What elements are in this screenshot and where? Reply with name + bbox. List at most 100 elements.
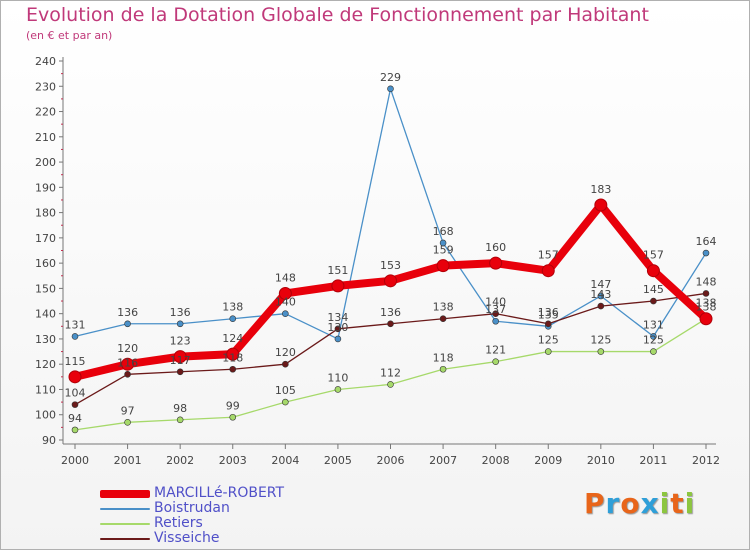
data-label: 98	[173, 402, 187, 415]
data-point	[597, 292, 605, 300]
data-point	[334, 386, 342, 393]
data-label: 104	[65, 387, 86, 400]
data-point	[702, 249, 710, 257]
data-label: 138	[696, 297, 717, 310]
data-point	[387, 320, 394, 328]
data-label: 145	[643, 283, 664, 296]
data-label: 131	[65, 318, 86, 331]
data-point	[176, 368, 184, 376]
chart-title: Evolution de la Dotation Globale de Fonc…	[26, 4, 649, 26]
data-label: 148	[696, 275, 717, 288]
data-point	[229, 413, 237, 421]
y-tick-label: 210	[35, 131, 56, 144]
data-point	[650, 297, 657, 305]
data-label: 151	[327, 264, 348, 277]
data-label: 140	[275, 296, 296, 309]
legend-swatch	[100, 538, 150, 540]
x-tick-label: 2001	[114, 454, 142, 467]
data-label: 112	[380, 366, 401, 379]
data-point	[650, 348, 657, 355]
x-tick-label: 2011	[639, 454, 667, 467]
data-label: 143	[590, 288, 611, 301]
y-tick-label: 160	[35, 257, 56, 270]
data-point	[699, 312, 713, 326]
series-marcill-robert	[68, 198, 713, 384]
logo-letter: r	[605, 487, 621, 520]
data-label: 135	[538, 308, 559, 321]
y-tick-label: 170	[35, 232, 56, 245]
data-label: 136	[380, 306, 401, 319]
x-tick-label: 2008	[482, 454, 510, 467]
data-label: 157	[538, 249, 559, 262]
data-point	[173, 350, 187, 364]
y-tick-label: 110	[35, 383, 56, 396]
data-point	[594, 198, 608, 212]
data-point	[124, 320, 131, 328]
x-tick-label: 2004	[271, 454, 299, 467]
data-label: 120	[117, 342, 138, 355]
data-label: 99	[226, 399, 240, 412]
data-point	[282, 398, 289, 406]
x-tick-label: 2012	[692, 454, 720, 467]
data-point	[650, 333, 657, 340]
data-point	[68, 370, 82, 384]
data-label: 124	[222, 332, 243, 345]
data-point	[384, 274, 397, 288]
data-point	[387, 381, 394, 388]
y-tick-label: 180	[35, 207, 56, 220]
data-label: 131	[643, 318, 664, 331]
data-label: 121	[485, 344, 506, 357]
data-label: 136	[170, 306, 191, 319]
data-point	[229, 365, 237, 373]
y-tick-label: 90	[42, 434, 56, 447]
data-point	[597, 302, 605, 310]
y-tick-label: 230	[35, 80, 56, 93]
legend-swatch	[100, 490, 150, 498]
data-label: 148	[275, 271, 296, 284]
data-point	[436, 259, 450, 273]
y-tick-label: 240	[35, 55, 56, 68]
data-point	[121, 357, 135, 371]
y-tick-label: 130	[35, 333, 56, 346]
data-label: 138	[696, 301, 717, 314]
data-point	[387, 85, 394, 93]
x-tick-label: 2010	[587, 454, 615, 467]
data-point	[492, 317, 499, 325]
data-label: 138	[222, 301, 243, 314]
logo-letter: i	[659, 487, 671, 520]
data-label: 134	[327, 311, 348, 324]
data-label: 183	[590, 183, 611, 196]
data-point	[71, 333, 79, 340]
data-point	[492, 310, 499, 317]
data-label: 116	[117, 356, 138, 369]
logo-letter: P	[584, 487, 606, 520]
series-layer	[68, 85, 713, 434]
data-point	[541, 264, 555, 278]
data-label: 94	[68, 412, 82, 425]
axes: 90 100 110 120 130 140 150 160 170 180 190 200 210 22…	[35, 55, 720, 467]
x-tick-label: 2006	[377, 454, 405, 467]
y-tick-label: 190	[35, 181, 56, 194]
data-label: 147	[590, 278, 611, 291]
data-point	[544, 320, 552, 328]
data-point	[439, 315, 447, 323]
data-point	[124, 371, 131, 378]
proxiti-logo: Proxiti	[584, 487, 695, 520]
data-label: 110	[327, 371, 348, 384]
series-visseiche	[71, 290, 710, 408]
data-point	[176, 416, 184, 424]
data-point	[544, 348, 552, 355]
data-label: 136	[117, 306, 138, 319]
data-label: 164	[696, 235, 717, 248]
data-label: 140	[485, 296, 506, 309]
data-label: 137	[485, 303, 506, 316]
data-point	[702, 290, 710, 297]
data-label: 115	[65, 355, 86, 368]
y-tick-label: 150	[35, 282, 56, 295]
data-point	[278, 286, 292, 300]
data-label: 120	[275, 346, 296, 359]
data-point	[489, 256, 503, 270]
y-tick-label: 100	[35, 409, 56, 422]
